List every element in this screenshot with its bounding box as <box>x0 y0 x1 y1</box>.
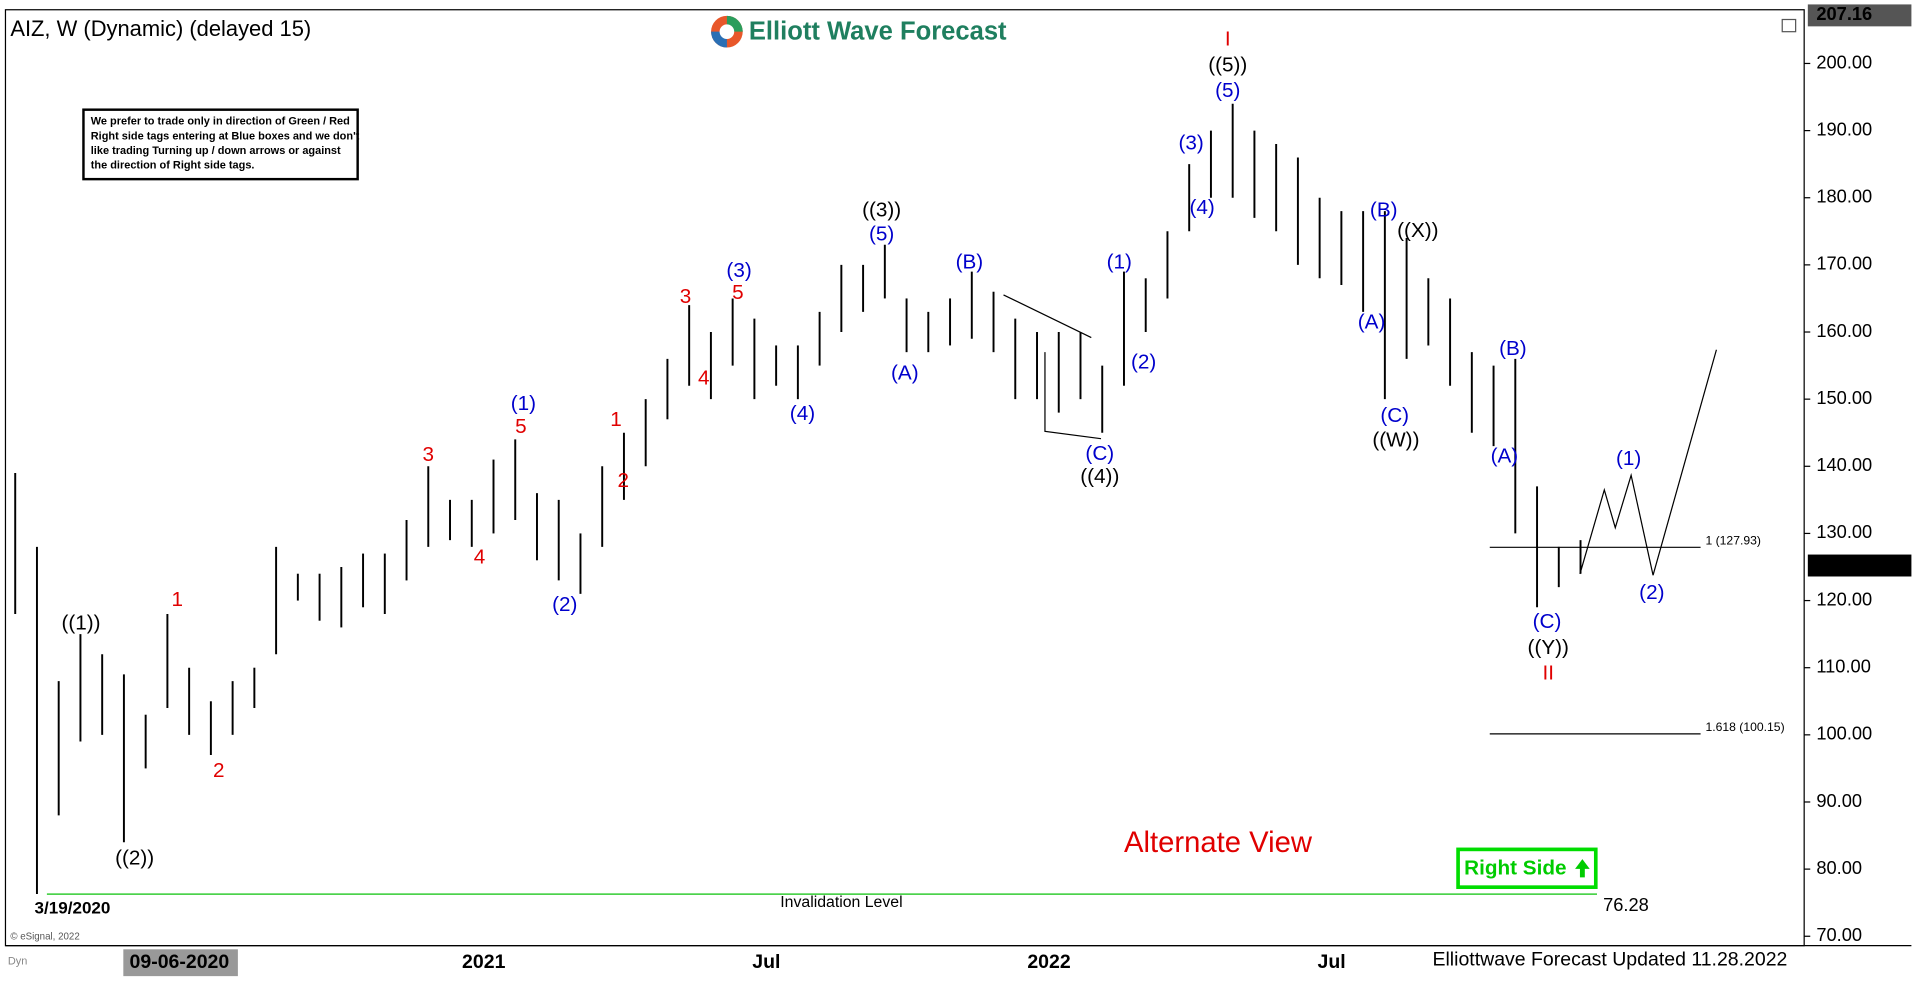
wave-label: (A) <box>1491 444 1519 467</box>
x-tick-label: Jul <box>1318 951 1346 973</box>
wave-label: ((1)) <box>61 611 100 634</box>
right-side-text: Right Side <box>1464 856 1566 879</box>
wave-label: (C) <box>1380 404 1409 427</box>
x-tick-label: 2022 <box>1027 951 1071 973</box>
note-line: Right side tags entering at Blue boxes a… <box>91 130 360 142</box>
logo: Elliott Wave Forecast <box>711 15 1007 48</box>
wave-label: (2) <box>552 593 577 616</box>
footer: Elliottwave Forecast Updated 11.28.2022 <box>1432 948 1787 970</box>
y-tick-label: 160.00 <box>1816 320 1872 341</box>
y-tick-label: 190.00 <box>1816 118 1872 139</box>
price-tag-label: 125.22 <box>1816 553 1872 574</box>
wave-label: ((W)) <box>1372 429 1419 452</box>
fib-label: 1 (127.93) <box>1705 533 1761 547</box>
y-tick-label: 90.00 <box>1816 790 1862 811</box>
up-arrow <box>1575 859 1590 878</box>
y-tick-label: 180.00 <box>1816 186 1872 207</box>
wave-label: ((X)) <box>1397 219 1438 242</box>
note-line: the direction of Right side tags. <box>91 160 255 172</box>
triangle-line <box>1044 352 1102 440</box>
right-side-tag: Right Side <box>1456 847 1598 889</box>
y-tick-label: 120.00 <box>1816 588 1872 609</box>
wave-label: 1 <box>610 408 622 431</box>
logo-icon-core <box>719 24 735 39</box>
wave-label: ((Y)) <box>1528 636 1569 659</box>
wave-label: (1) <box>1107 251 1132 274</box>
wave-label: ((5)) <box>1208 53 1247 76</box>
wave-label: (5) <box>1215 79 1240 102</box>
wave-label: I <box>1225 28 1231 51</box>
right-side-frame <box>1456 847 1598 889</box>
invalidation-text: Invalidation Level <box>780 894 902 911</box>
wave-label: (1) <box>1616 447 1641 470</box>
y-tick-label: 170.00 <box>1816 253 1872 274</box>
copyright: © eSignal, 2022 <box>10 932 79 943</box>
header: AIZ, W (Dynamic) (delayed 15) <box>10 16 311 41</box>
y-tick-label: 70.00 <box>1816 924 1862 945</box>
dyn-label: Dyn <box>8 955 27 967</box>
wave-label: (4) <box>1190 196 1215 219</box>
wave-label: (C) <box>1533 610 1562 633</box>
y-tick-label: 80.00 <box>1816 857 1862 878</box>
wave-label: (B) <box>1370 198 1398 221</box>
cursor-date-bg <box>123 949 238 977</box>
y-tick-label: 110.00 <box>1816 656 1871 677</box>
wave-label: (C) <box>1085 442 1114 465</box>
window-icon <box>1781 18 1797 33</box>
y-tick-label: 130.00 <box>1816 521 1872 542</box>
wave-label: 5 <box>732 281 744 304</box>
note-line: We prefer to trade only in direction of … <box>91 116 350 128</box>
wave-label: 3 <box>423 443 435 466</box>
wave-label: 4 <box>698 366 710 389</box>
wave-label: (A) <box>1358 310 1386 333</box>
note-box: We prefer to trade only in direction of … <box>82 108 360 181</box>
wave-label: 2 <box>213 759 225 782</box>
wave-label: 3 <box>680 285 692 308</box>
wave-label: (2) <box>1131 351 1156 374</box>
wave-label: (3) <box>1179 131 1204 154</box>
wave-lines <box>1003 294 1718 576</box>
wave-label: (3) <box>726 259 751 282</box>
wave-label: ((4)) <box>1080 465 1119 488</box>
alternate-view: Alternate View <box>1124 827 1313 859</box>
wave-label: (B) <box>956 251 984 274</box>
price-tag-label: 207.16 <box>1816 3 1872 24</box>
logo-text: Elliott Wave Forecast <box>749 18 1007 46</box>
y-tick-label: 150.00 <box>1816 387 1872 408</box>
y-tick-label: 100.00 <box>1816 723 1872 744</box>
wave-label: (B) <box>1499 337 1527 360</box>
x-tick-label: 2021 <box>462 951 506 973</box>
low-date-label: 3/19/2020 <box>35 899 111 918</box>
triangle-line <box>1003 294 1092 339</box>
price-tag <box>1807 4 1912 27</box>
wave-label: (A) <box>891 362 919 385</box>
wave-label: (2) <box>1639 581 1664 604</box>
wave-label: (1) <box>511 392 536 415</box>
wave-label: (5) <box>869 223 894 246</box>
fib-label: 1.618 (100.15) <box>1705 720 1784 734</box>
note-frame <box>82 108 359 181</box>
projection-path <box>1579 349 1718 576</box>
x-tick-label: 09-06-2020 <box>130 951 230 973</box>
wave-label: II <box>1542 661 1554 684</box>
note-line: like trading Turning up / down arrows or… <box>91 145 341 157</box>
y-tick-label: 140.00 <box>1816 454 1872 475</box>
wave-label: 4 <box>474 546 486 569</box>
invalidation-value: 76.28 <box>1603 894 1649 915</box>
x-tick-label: Jul <box>752 951 780 973</box>
wave-label: 2 <box>618 469 630 492</box>
wave-label: ((3)) <box>862 198 901 221</box>
wave-label: (4) <box>790 402 815 425</box>
wave-label: ((2)) <box>115 847 154 870</box>
wave-label: 1 <box>172 588 184 611</box>
price-tag <box>1807 554 1912 577</box>
wave-label: 5 <box>515 415 527 438</box>
plot: 70.00 80.00 90.00 100.00 110.00 120.00 130.00 1… <box>14 3 1912 977</box>
y-tick-label: 200.00 <box>1816 51 1872 72</box>
